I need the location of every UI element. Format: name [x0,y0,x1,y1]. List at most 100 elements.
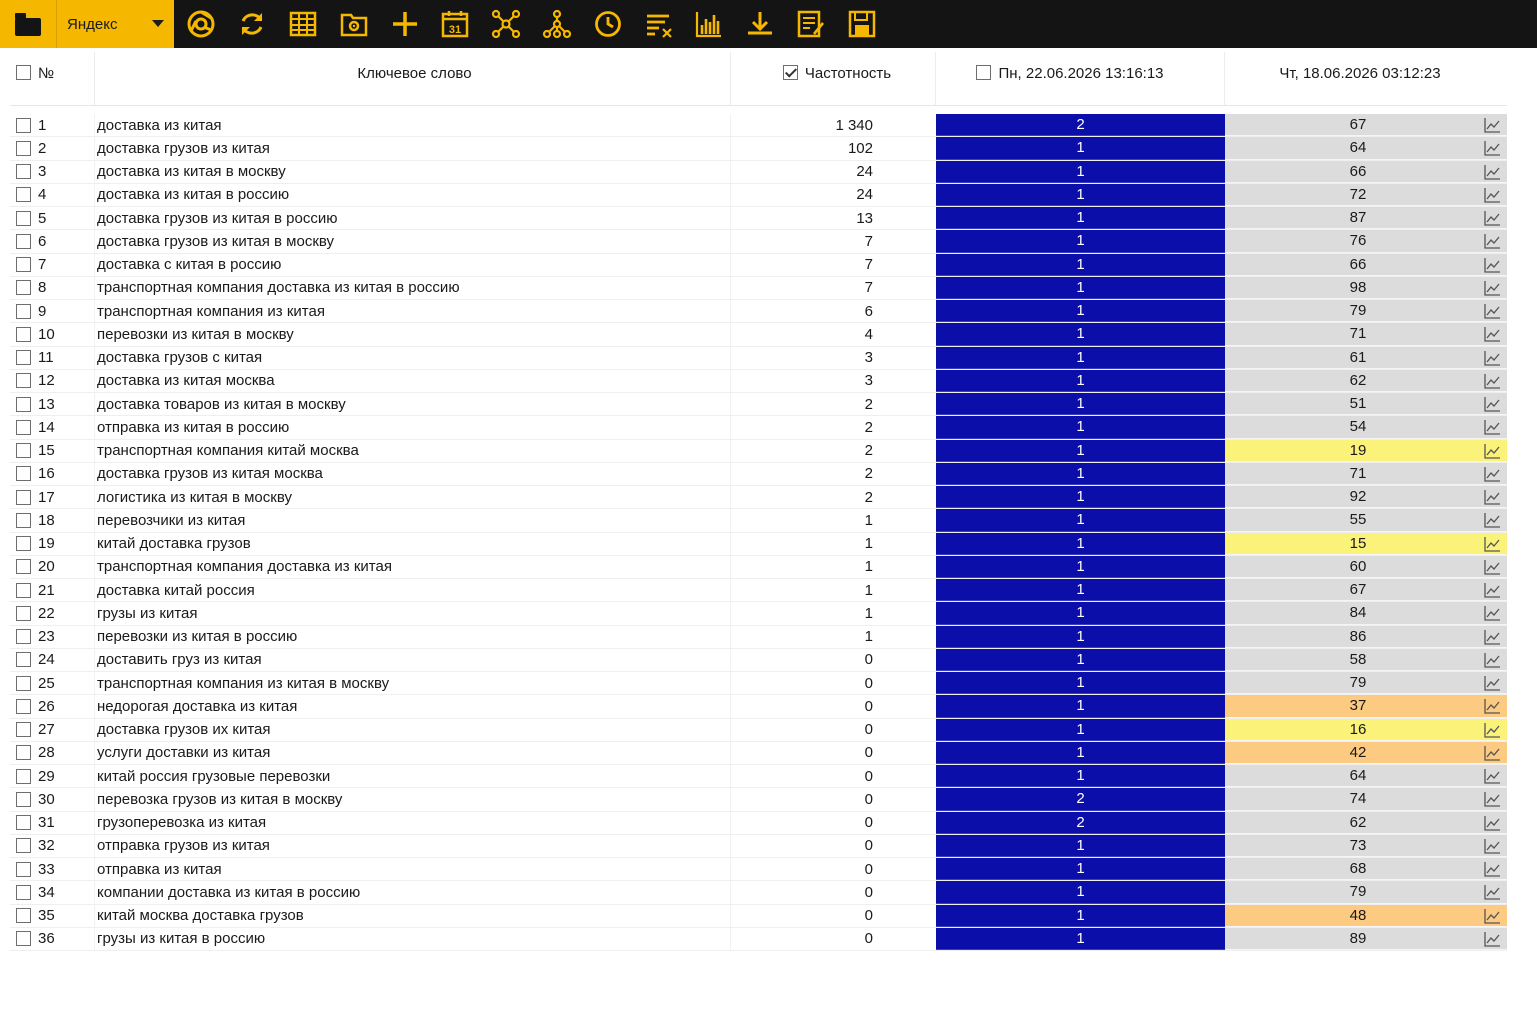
row-checkbox[interactable] [16,117,31,133]
line-chart-icon[interactable] [1484,466,1501,482]
add-button[interactable] [379,0,430,48]
row-checkbox[interactable] [16,861,31,877]
row-checkbox[interactable] [16,652,31,668]
app-menu-button[interactable] [0,0,56,48]
table-row[interactable]: 18 перевозчики из китая 1 1 55 [10,509,1507,533]
line-chart-icon[interactable] [1484,233,1501,249]
select-all-checkbox[interactable] [16,65,31,80]
statistics-button[interactable] [684,0,735,48]
report-button[interactable] [786,0,837,48]
table-row[interactable]: 28 услуги доставки из китая 0 1 42 [10,741,1507,765]
header-date2[interactable]: Чт, 18.06.2026 03:12:23 [1225,52,1507,105]
row-checkbox[interactable] [16,326,31,342]
row-checkbox[interactable] [16,675,31,691]
line-chart-icon[interactable] [1484,745,1501,761]
table-row[interactable]: 15 транспортная компания китай москва 2 1 19 [10,439,1507,463]
line-chart-icon[interactable] [1484,629,1501,645]
table-row[interactable]: 1 доставка из китая 1 340 2 67 [10,114,1507,138]
line-chart-icon[interactable] [1484,815,1501,831]
line-chart-icon[interactable] [1484,164,1501,180]
row-checkbox[interactable] [16,838,31,854]
row-checkbox[interactable] [16,419,31,435]
table-row[interactable]: 7 доставка с китая в россию 7 1 66 [10,253,1507,277]
row-checkbox[interactable] [16,536,31,552]
table-row[interactable]: 10 перевозки из китая в москву 4 1 71 [10,323,1507,347]
table-row[interactable]: 3 доставка из китая в москву 24 1 66 [10,160,1507,184]
table-row[interactable]: 31 грузоперевозка из китая 0 2 62 [10,811,1507,835]
row-checkbox[interactable] [16,698,31,714]
row-checkbox[interactable] [16,722,31,738]
line-chart-icon[interactable] [1484,257,1501,273]
line-chart-icon[interactable] [1484,675,1501,691]
table-row[interactable]: 16 доставка грузов из китая москва 2 1 71 [10,462,1507,486]
header-date1[interactable]: Пн, 22.06.2026 13:16:13 [936,52,1225,105]
table-row[interactable]: 26 недорогая доставка из китая 0 1 37 [10,695,1507,719]
calendar-button[interactable]: 31 [430,0,481,48]
table-row[interactable]: 36 грузы из китая в россию 0 1 89 [10,927,1507,951]
row-checkbox[interactable] [16,466,31,482]
line-chart-icon[interactable] [1484,722,1501,738]
table-row[interactable]: 34 компании доставка из китая в россию 0 1 7… [10,881,1507,905]
line-chart-icon[interactable] [1484,791,1501,807]
row-checkbox[interactable] [16,629,31,645]
line-chart-icon[interactable] [1484,489,1501,505]
row-checkbox[interactable] [16,303,31,319]
row-checkbox[interactable] [16,815,31,831]
table-row[interactable]: 4 доставка из китая в россию 24 1 72 [10,183,1507,207]
line-chart-icon[interactable] [1484,652,1501,668]
table-row[interactable]: 5 доставка грузов из китая в россию 13 1 87 [10,207,1507,231]
clear-filter-button[interactable] [633,0,684,48]
table-row[interactable]: 9 транспортная компания из китая 6 1 79 [10,300,1507,324]
row-checkbox[interactable] [16,350,31,366]
table-button[interactable] [278,0,329,48]
line-chart-icon[interactable] [1484,303,1501,319]
table-row[interactable]: 30 перевозка грузов из китая в москву 0 2 74 [10,788,1507,812]
row-checkbox[interactable] [16,140,31,156]
line-chart-icon[interactable] [1484,373,1501,389]
table-row[interactable]: 23 перевозки из китая в россию 1 1 86 [10,625,1507,649]
line-chart-icon[interactable] [1484,350,1501,366]
row-checkbox[interactable] [16,605,31,621]
line-chart-icon[interactable] [1484,280,1501,296]
line-chart-icon[interactable] [1484,443,1501,459]
line-chart-icon[interactable] [1484,931,1501,947]
row-checkbox[interactable] [16,210,31,226]
search-engine-select[interactable]: Яндекс [56,0,174,48]
row-checkbox[interactable] [16,373,31,389]
line-chart-icon[interactable] [1484,210,1501,226]
row-checkbox[interactable] [16,908,31,924]
row-checkbox[interactable] [16,884,31,900]
table-row[interactable]: 17 логистика из китая в москву 2 1 92 [10,486,1507,510]
table-row[interactable]: 13 доставка товаров из китая в москву 2 1 51 [10,393,1507,417]
line-chart-icon[interactable] [1484,396,1501,412]
line-chart-icon[interactable] [1484,861,1501,877]
row-checkbox[interactable] [16,489,31,505]
project-settings-button[interactable] [328,0,379,48]
row-checkbox[interactable] [16,745,31,761]
line-chart-icon[interactable] [1484,838,1501,854]
line-chart-icon[interactable] [1484,605,1501,621]
history-button[interactable] [582,0,633,48]
date1-checkbox[interactable] [976,65,992,80]
row-checkbox[interactable] [16,164,31,180]
row-checkbox[interactable] [16,443,31,459]
table-row[interactable]: 20 транспортная компания доставка из кита… [10,555,1507,579]
table-row[interactable]: 25 транспортная компания из китая в москв… [10,672,1507,696]
table-row[interactable]: 11 доставка грузов с китая 3 1 61 [10,346,1507,370]
clustering-button[interactable] [481,0,532,48]
line-chart-icon[interactable] [1484,419,1501,435]
refresh-button[interactable] [227,0,278,48]
table-row[interactable]: 21 доставка китай россия 1 1 67 [10,579,1507,603]
row-checkbox[interactable] [16,257,31,273]
line-chart-icon[interactable] [1484,512,1501,528]
row-checkbox[interactable] [16,791,31,807]
row-checkbox[interactable] [16,396,31,412]
structure-button[interactable] [532,0,583,48]
line-chart-icon[interactable] [1484,187,1501,203]
header-frequency[interactable]: Частотность [731,52,936,105]
table-row[interactable]: 24 доставить груз из китая 0 1 58 [10,648,1507,672]
line-chart-icon[interactable] [1484,117,1501,133]
row-checkbox[interactable] [16,280,31,296]
row-checkbox[interactable] [16,582,31,598]
line-chart-icon[interactable] [1484,140,1501,156]
